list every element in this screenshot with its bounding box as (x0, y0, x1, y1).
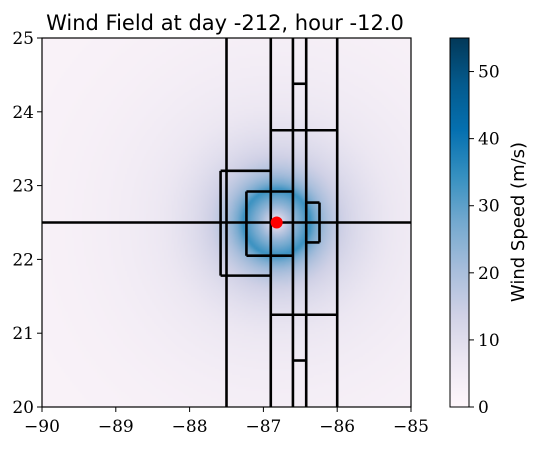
colorbar-tick-label: 20 (478, 264, 500, 284)
storm-center-marker (270, 216, 283, 229)
colorbar-tick-label: 30 (478, 197, 500, 217)
y-tick-label: 25 (12, 29, 34, 49)
x-tick-label: −90 (24, 417, 60, 437)
colorbar-label: Wind Speed (m/s) (508, 142, 529, 302)
x-tick-label: −89 (98, 417, 134, 437)
x-tick-label: −86 (319, 417, 355, 437)
y-tick-label: 24 (12, 103, 34, 123)
colorbar-tick-label: 10 (478, 331, 500, 351)
plot-frame (41, 37, 412, 408)
y-tick-label: 23 (12, 177, 34, 197)
plot-area (41, 37, 412, 408)
colorbar: 0 10 20 30 40 50 Wind Speed (m/s) (449, 37, 529, 418)
x-tick-label: −87 (245, 417, 281, 437)
colorbar-tick-label: 40 (478, 130, 500, 150)
colorbar-tick-label: 0 (478, 398, 489, 418)
y-tick-label: 20 (12, 398, 34, 418)
x-tick-label: −85 (393, 417, 429, 437)
y-axis: 20 21 22 23 24 25 (12, 29, 42, 418)
chart-title: Wind Field at day -212, hour -12.0 (46, 11, 404, 35)
x-tick-label: −88 (172, 417, 208, 437)
y-tick-label: 22 (12, 250, 34, 270)
colorbar-gradient (449, 37, 470, 408)
y-tick-label: 21 (12, 324, 34, 344)
x-axis: −90 −89 −88 −87 −86 −85 (24, 407, 429, 437)
colorbar-ticks: 0 10 20 30 40 50 (469, 63, 500, 418)
colorbar-tick-label: 50 (478, 63, 500, 83)
